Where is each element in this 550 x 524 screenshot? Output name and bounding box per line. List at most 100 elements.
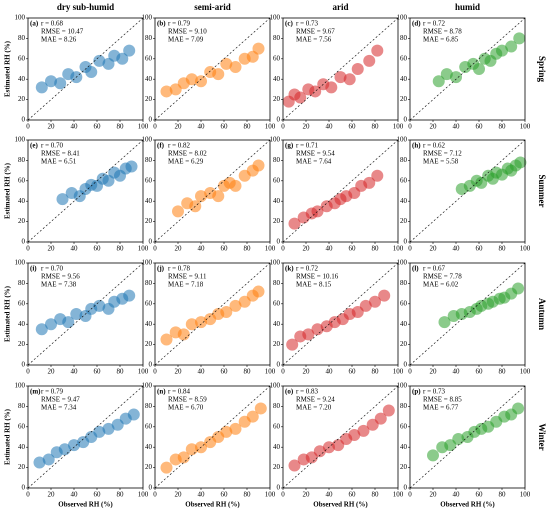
- x-tick-label: 20: [175, 491, 183, 499]
- x-tick-label: 0: [153, 245, 157, 253]
- panel-label: (m): [30, 388, 41, 396]
- y-tick-label: 60: [18, 299, 26, 307]
- y-tick-label: 20: [145, 217, 153, 225]
- y-tick-label: 40: [145, 75, 153, 83]
- y-tick-label: 40: [400, 75, 408, 83]
- point: [252, 42, 265, 55]
- point: [473, 63, 485, 75]
- y-tick-label: 40: [145, 443, 153, 451]
- y-tick-label: 0: [149, 116, 153, 124]
- panel-label: (g): [285, 142, 294, 150]
- x-tick-label: 20: [48, 245, 56, 253]
- x-tick-label: 100: [520, 245, 531, 253]
- point: [246, 410, 259, 423]
- point: [102, 422, 115, 435]
- x-tick-label: 40: [326, 123, 334, 131]
- x-tick-label: 20: [303, 245, 311, 253]
- panel-label: (e): [30, 142, 38, 150]
- panel-label: (a): [30, 20, 39, 28]
- y-tick-label: 100: [270, 259, 281, 267]
- y-tick-label: 20: [273, 463, 281, 471]
- stat-annotation: MAE = 7.56: [296, 36, 332, 44]
- frame: [282, 17, 399, 121]
- y-tick-label: 0: [22, 484, 26, 492]
- stat-annotation: r = 0.79: [168, 20, 191, 28]
- point: [35, 323, 48, 336]
- y-tick-label: 0: [149, 484, 153, 492]
- point: [311, 323, 324, 336]
- point: [177, 328, 190, 341]
- point: [195, 316, 207, 329]
- y-tick-label: 80: [273, 402, 281, 410]
- y-tick-label: 0: [277, 116, 281, 124]
- point: [382, 404, 395, 417]
- x-tick-label: 60: [476, 368, 484, 376]
- y-tick-label: 80: [145, 402, 153, 410]
- y-tick-label: 100: [15, 136, 26, 144]
- stat-annotation: r = 0.72: [296, 265, 319, 273]
- y-tick-label: 40: [400, 443, 408, 451]
- x-tick-label: 80: [244, 123, 252, 131]
- x-axis-label: Observed RH (%): [58, 501, 113, 509]
- column-title: arid: [332, 2, 348, 12]
- x-tick-label: 60: [476, 123, 484, 131]
- one-to-one-line: [409, 17, 526, 121]
- point: [438, 316, 451, 329]
- stat-annotation: RMSE = 8.02: [168, 150, 207, 158]
- y-tick-label: 100: [15, 382, 26, 390]
- x-tick-label: 60: [221, 123, 229, 131]
- point: [363, 176, 376, 189]
- frame: [409, 262, 526, 366]
- point: [68, 439, 80, 452]
- frame: [282, 139, 399, 243]
- point: [334, 71, 347, 84]
- y-tick-label: 100: [270, 136, 281, 144]
- point: [496, 44, 508, 57]
- points: [172, 159, 265, 218]
- stat-annotation: MAE = 7.38: [41, 281, 77, 289]
- y-tick-label: 0: [149, 238, 153, 246]
- x-tick-label: 100: [138, 245, 149, 253]
- point: [212, 68, 225, 81]
- stat-annotation: r = 0.67: [423, 265, 446, 273]
- point: [220, 425, 233, 438]
- stat-annotation: r = 0.68: [41, 20, 64, 28]
- x-tick-label: 60: [476, 245, 484, 253]
- frame: [154, 385, 271, 489]
- panel-label: (h): [412, 142, 421, 150]
- y-tick-label: 20: [273, 340, 281, 348]
- y-tick-label: 20: [18, 95, 26, 103]
- point: [35, 81, 48, 94]
- row-title: Autumn: [537, 298, 547, 330]
- x-tick-label: 100: [520, 491, 531, 499]
- panel-label: (d): [412, 20, 421, 28]
- column-title: semi-arid: [194, 2, 231, 12]
- panel-label: (c): [285, 20, 293, 28]
- point: [125, 160, 138, 173]
- one-to-one-line: [282, 385, 399, 489]
- x-tick-label: 80: [117, 245, 125, 253]
- stat-annotation: r = 0.78: [168, 265, 191, 273]
- x-tick-label: 60: [94, 368, 102, 376]
- points: [35, 289, 136, 336]
- x-tick-label: 60: [94, 491, 102, 499]
- point: [450, 71, 462, 84]
- y-tick-label: 60: [273, 176, 281, 184]
- x-tick-label: 60: [221, 245, 229, 253]
- y-tick-label: 60: [18, 176, 26, 184]
- point: [302, 328, 315, 341]
- y-tick-label: 20: [18, 340, 26, 348]
- x-axis-label: Observed RH (%): [313, 501, 368, 509]
- y-tick-label: 60: [400, 299, 408, 307]
- stat-annotation: MAE = 6.29: [168, 158, 204, 166]
- point: [309, 85, 322, 98]
- y-tick-label: 40: [18, 75, 26, 83]
- x-tick-label: 40: [198, 123, 206, 131]
- frame: [27, 385, 144, 489]
- stat-annotation: RMSE = 9.24: [296, 396, 335, 404]
- stat-annotation: RMSE = 8.41: [41, 150, 80, 158]
- x-tick-label: 40: [326, 245, 334, 253]
- x-tick-label: 0: [26, 491, 30, 499]
- stat-annotation: RMSE = 9.47: [41, 396, 80, 404]
